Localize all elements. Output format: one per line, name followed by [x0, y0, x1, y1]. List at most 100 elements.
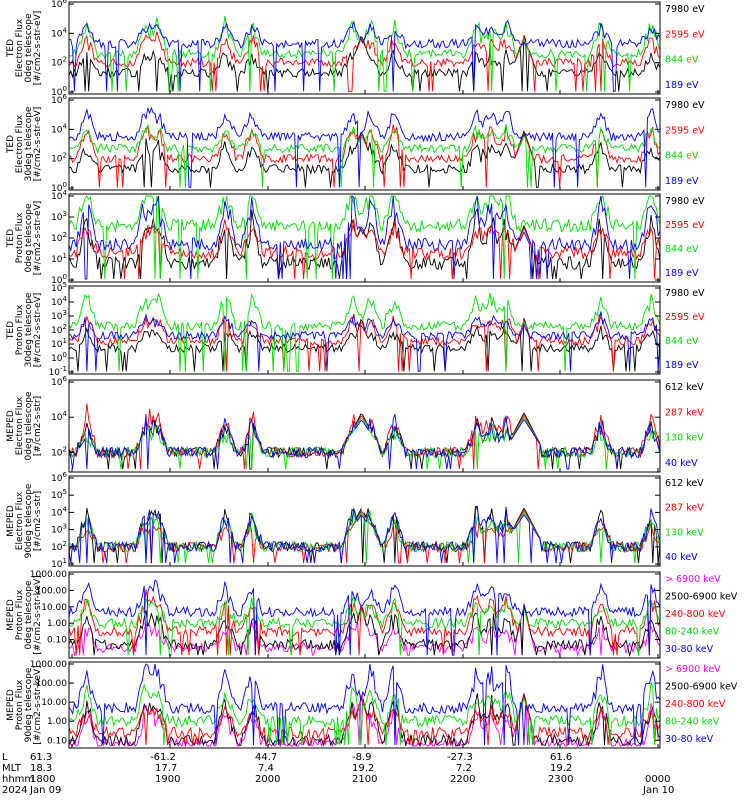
y-tick-label: 102: [51, 323, 67, 336]
ylabel-line: [#/cm2-s-str]: [33, 396, 43, 456]
legend-entry: 189 eV: [665, 360, 699, 371]
row-label-year: 2024: [2, 785, 28, 796]
series-trace: [68, 194, 661, 280]
ylabel-line: MEPED: [6, 599, 16, 631]
legend-entry: 844 eV: [665, 244, 699, 255]
panel-7-ylabel: MEPED Proton Flux 0deg telescope [#/cm2-s-s…: [6, 575, 43, 654]
ylabel-line: TED: [6, 135, 16, 154]
ylabel-line: Electron Flux: [15, 396, 25, 455]
tick-2-l: 44.7: [255, 752, 278, 763]
tick-0-mlt: 18.3: [30, 763, 53, 774]
y-tick-label: 1.00: [47, 619, 67, 629]
series-trace: [68, 317, 661, 372]
legend-entry: 189 eV: [665, 268, 699, 279]
time-axis: L MLT hhmm 2024 61.3 18.3 1800 Jan 09 -6…: [0, 752, 750, 800]
tick-4-l: -27.3: [447, 752, 473, 763]
tick-3-mlt: 19.2: [352, 763, 375, 774]
series-trace: [69, 124, 661, 188]
ylabel-line: 0deg telescope: [24, 580, 34, 650]
legend-entry: > 6900 keV: [665, 664, 721, 675]
legend-entry: 612 keV: [665, 382, 704, 393]
ylabel-line: 0deg telescope: [24, 13, 34, 83]
y-tick-label: 104: [51, 122, 67, 135]
legend-entry: 2595 eV: [665, 29, 705, 40]
y-tick-label: 100.00: [36, 586, 68, 596]
row-label-mlt: MLT: [2, 763, 21, 774]
legend-entry: 40 keV: [665, 552, 698, 563]
legend-entry: 2595 eV: [665, 220, 705, 231]
ylabel-line: [#/cm2-s-str]: [33, 491, 43, 551]
series-trace: [68, 509, 661, 564]
tick-5-l: 61.6: [550, 752, 573, 763]
tick-0-l: 61.3: [30, 752, 53, 763]
tick-0-date: Jan 09: [30, 785, 62, 796]
tick-5-mlt: 19.2: [550, 763, 573, 774]
y-tick-label: 102: [51, 231, 67, 244]
legend-entry: 287 keV: [665, 407, 704, 418]
y-tick-label: 102: [51, 56, 67, 69]
series-trace: [68, 412, 661, 470]
legend-entry: 130 keV: [665, 433, 704, 444]
series-trace: [68, 31, 661, 92]
series-trace: [68, 510, 661, 564]
panel-4: TED Proton Flux 30deg telescope [#/cm2-s-st…: [6, 281, 705, 378]
panel-7: MEPED Proton Flux 0deg telescope [#/cm2-s-s…: [6, 570, 738, 659]
y-tick-label: 0.10: [47, 736, 67, 746]
legend-entry: 80-240 keV: [665, 627, 720, 638]
y-tick-label: 103: [51, 309, 67, 322]
series-trace: [68, 292, 661, 372]
ylabel-line: TED: [6, 39, 16, 58]
y-tick-label: 103: [51, 210, 67, 223]
legend-entry: 2500-6900 keV: [665, 682, 738, 693]
legend-entry: 189 eV: [665, 176, 699, 187]
series-trace: [68, 403, 661, 470]
ylabel-line: TED: [6, 229, 16, 248]
ylabel-line: Proton Flux: [15, 679, 25, 730]
ylabel-line: [#/cm2-s-str-keV]: [33, 575, 43, 654]
y-tick-label: 101: [51, 337, 67, 350]
legend-entry: 2595 eV: [665, 312, 705, 323]
legend-entry: 844 eV: [665, 55, 699, 66]
y-tick-label: 102: [51, 152, 67, 165]
legend-entry: 240-800 keV: [665, 609, 726, 620]
series-trace: [68, 311, 661, 372]
panel-1: TED Electron Flux 0deg telescope [#/cm2-s-s…: [6, 0, 705, 98]
y-tick-label: 10.00: [41, 603, 67, 613]
panel-8: MEPED Proton Flux 90deg telescope [#/cm2-s-…: [6, 660, 738, 749]
tick-1-hhmm: 1900: [155, 774, 181, 785]
legend-entry: 612 keV: [665, 478, 704, 489]
plot-frame: [68, 379, 661, 473]
tick-3-hhmm: 2100: [352, 774, 378, 785]
y-tick-label: 10.00: [41, 698, 67, 708]
y-tick-label: 1000.00: [30, 570, 67, 580]
series-trace: [68, 19, 661, 92]
ylabel-line: 30deg telescope: [24, 106, 34, 181]
tick-1-l: -61.2: [150, 752, 176, 763]
legend-entry: 2595 eV: [665, 125, 705, 136]
tick-1-mlt: 17.7: [155, 763, 178, 774]
legend-entry: 7980 eV: [665, 196, 705, 207]
tick-3-l: -8.9: [352, 752, 372, 763]
ylabel-line: MEPED: [6, 410, 16, 442]
y-tick-label: 104: [51, 410, 67, 423]
y-tick-label: 102: [51, 540, 67, 553]
ylabel-line: Proton Flux: [15, 304, 25, 355]
panel-3: TED Proton Flux 0deg telescope [#/cm2-s-str…: [6, 189, 705, 286]
legend-entry: 80-240 keV: [665, 717, 720, 728]
ylabel-line: [#/cm2-s-str-eV]: [33, 11, 43, 86]
y-tick-label: 104: [51, 26, 67, 39]
ylabel-line: [#/cm2-s-str-eV]: [33, 201, 43, 276]
ylabel-line: 90deg telescope: [24, 483, 34, 558]
legend-entry: 130 keV: [665, 527, 704, 538]
panel-2: TED Electron Flux 30deg telescope [#/cm2-s-…: [6, 93, 705, 194]
legend-entry: 844 eV: [665, 151, 699, 162]
y-tick-label: 102: [51, 445, 67, 458]
tick-2-hhmm: 2000: [255, 774, 281, 785]
panel-5-ylabel: MEPED Electron Flux 0deg telescope [#/cm2-s…: [6, 391, 43, 461]
panel-6-ylabel: MEPED Electron Flux 90deg telescope [#/cm2-…: [6, 483, 43, 558]
ylabel-line: MEPED: [6, 689, 16, 721]
y-tick-label: 100.00: [36, 679, 68, 689]
series-trace: [68, 681, 661, 746]
y-tick-label: 104: [51, 505, 67, 518]
panel-6: MEPED Electron Flux 90deg telescope [#/cm2-…: [6, 471, 704, 570]
